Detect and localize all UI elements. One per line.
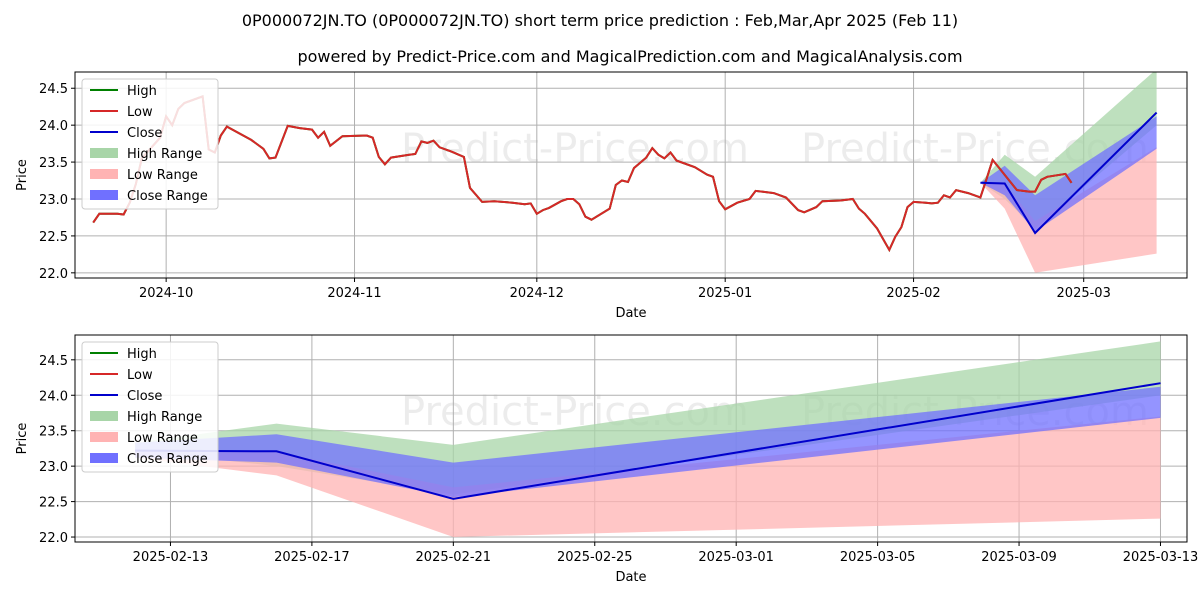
x-tick-label: 2024-10 [139, 286, 193, 301]
legend-label: High Range [127, 147, 202, 162]
legend-label: Low Range [127, 168, 198, 183]
x-tick-label: 2025-03-09 [981, 550, 1057, 565]
low-series-line [92, 95, 1073, 253]
legend-label: Close [127, 126, 162, 141]
x-tick-label: 2025-02-21 [416, 550, 492, 565]
chart-title: 0P000072JN.TO (0P000072JN.TO) short term… [242, 11, 958, 30]
legend-label: Close Range [127, 189, 208, 204]
y-tick-label: 24.5 [39, 354, 68, 369]
legend: High Low Close High Range Low Range Close Ran… [81, 78, 219, 210]
y-tick-label: 23.0 [39, 193, 68, 208]
top-price-panel: Predict-Price.com Predict-Price.com2024-1… [15, 71, 1188, 321]
axes-frame [74, 334, 1188, 543]
y-tick-label: 23.0 [39, 460, 68, 475]
x-tick-label: 2025-03-13 [1123, 550, 1199, 565]
x-tick-label: 2025-03-01 [698, 550, 774, 565]
watermark-text: Predict-Price.com [401, 126, 749, 172]
legend-label: High Range [127, 410, 202, 425]
x-axis-label: Date [615, 306, 646, 321]
y-axis-label: Price [15, 159, 30, 191]
legend-label: High [127, 347, 157, 362]
close-series-line [980, 111, 1158, 235]
axes-frame [74, 71, 1188, 279]
legend-label: Low Range [127, 431, 198, 446]
x-tick-label: 2025-02-17 [274, 550, 350, 565]
legend-high-range-swatch [90, 411, 118, 421]
x-tick-label: 2024-11 [327, 286, 381, 301]
legend-label: Close Range [127, 452, 208, 467]
plot-area [135, 341, 1161, 537]
y-tick-label: 23.5 [39, 425, 68, 440]
y-tick-label: 24.0 [39, 119, 68, 134]
y-tick-label: 22.0 [39, 267, 68, 282]
legend-label: High [127, 84, 157, 99]
legend-label: Close [127, 389, 162, 404]
x-tick-label: 2025-02-13 [133, 550, 209, 565]
x-tick-label: 2025-02-25 [557, 550, 633, 565]
y-tick-label: 22.5 [39, 230, 68, 245]
close-range-band [980, 116, 1157, 232]
plot-area [92, 72, 1158, 273]
legend-label: Low [127, 368, 153, 383]
x-tick-label: 2025-02 [886, 286, 940, 301]
y-tick-label: 22.0 [39, 531, 68, 546]
legend: High Low Close High Range Low Range Close Ran… [81, 341, 219, 473]
y-axis-label: Price [15, 423, 30, 455]
x-tick-label: 2024-12 [510, 286, 564, 301]
legend-close-range-swatch [90, 453, 118, 463]
y-tick-label: 22.5 [39, 496, 68, 511]
legend-close-range-swatch [90, 190, 118, 200]
y-tick-label: 24.0 [39, 389, 68, 404]
y-tick-label: 24.5 [39, 82, 68, 97]
x-tick-label: 2025-03-05 [840, 550, 916, 565]
legend-high-range-swatch [90, 148, 118, 158]
y-tick-label: 23.5 [39, 156, 68, 171]
chart-subtitle: powered by Predict-Price.com and Magical… [297, 47, 962, 66]
bottom-forecast-panel: Predict-Price.comPredict-Price.com2025-0… [15, 334, 1199, 585]
x-axis-label: Date [615, 570, 646, 585]
close-range-band [135, 386, 1161, 498]
x-tick-label: 2025-01 [698, 286, 752, 301]
legend-low-range-swatch [90, 169, 118, 179]
x-tick-label: 2025-03 [1057, 286, 1111, 301]
legend-label: Low [127, 105, 153, 120]
legend-low-range-swatch [90, 432, 118, 442]
